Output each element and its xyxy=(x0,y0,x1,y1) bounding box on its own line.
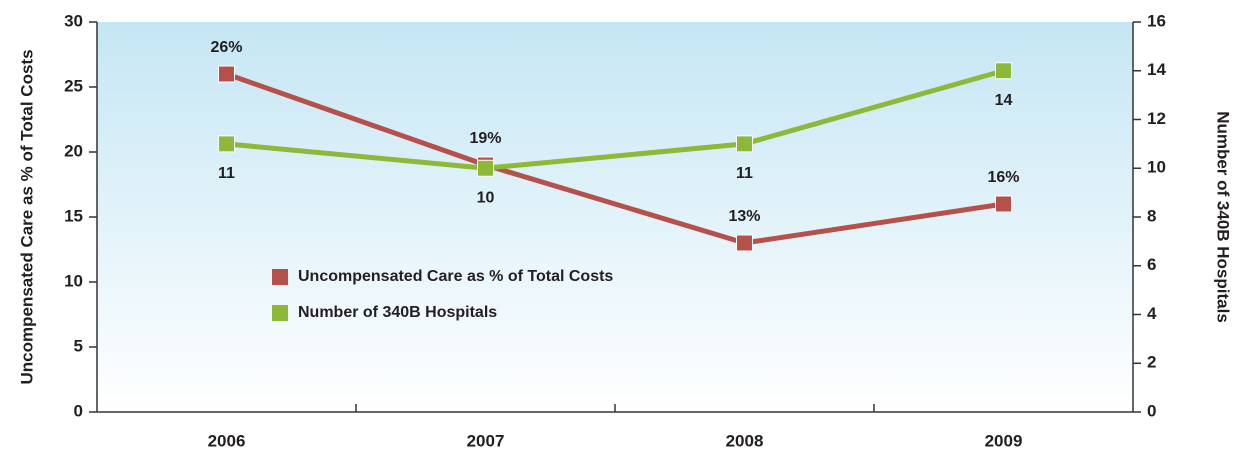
data-label: 11 xyxy=(218,165,235,182)
data-label: 13% xyxy=(728,208,760,225)
point-marker xyxy=(995,62,1012,80)
data-label: 16% xyxy=(987,169,1019,186)
x-tick-label: 2007 xyxy=(467,431,505,450)
x-tick-label: 2008 xyxy=(726,431,764,450)
y2-tick-label: 0 xyxy=(1147,401,1156,420)
legend-swatch xyxy=(272,305,288,321)
data-label: 10 xyxy=(477,189,495,206)
y-tick-label: 5 xyxy=(74,336,83,355)
series-line xyxy=(226,68,1005,171)
y-tick-label: 15 xyxy=(64,206,83,225)
data-label: 11 xyxy=(736,165,753,182)
point-marker xyxy=(218,65,235,83)
x-tick-label: 2009 xyxy=(985,431,1023,450)
y2-axis-title: Number of 340B Hospitals xyxy=(1214,111,1233,323)
y2-tick-label: 12 xyxy=(1147,109,1166,128)
y-axis-title: Uncompensated Care as % of Total Costs xyxy=(17,49,36,384)
x-tick-label: 2006 xyxy=(208,431,246,450)
point-marker xyxy=(736,135,753,153)
y-tick-label: 20 xyxy=(64,141,83,160)
legend-swatch xyxy=(272,269,288,285)
y-tick-label: 0 xyxy=(74,401,83,420)
point-marker xyxy=(995,195,1012,213)
y2-tick-label: 14 xyxy=(1147,60,1166,79)
y2-tick-label: 2 xyxy=(1147,353,1156,372)
point-marker xyxy=(477,159,494,177)
y2-tick-label: 6 xyxy=(1147,255,1156,274)
point-marker xyxy=(218,135,235,153)
series-line xyxy=(225,71,1004,246)
legend-label: Number of 340B Hospitals xyxy=(298,304,497,321)
data-label: 26% xyxy=(210,39,242,56)
y-tick-label: 25 xyxy=(64,76,83,95)
y2-tick-label: 10 xyxy=(1147,158,1166,177)
data-label: 14 xyxy=(995,92,1013,109)
y2-tick-label: 16 xyxy=(1147,11,1166,30)
y-tick-label: 30 xyxy=(64,11,83,30)
y2-tick-label: 4 xyxy=(1147,304,1157,323)
legend-label: Uncompensated Care as % of Total Costs xyxy=(298,268,613,285)
point-marker xyxy=(736,234,753,252)
y-tick-label: 10 xyxy=(64,271,83,290)
data-label: 19% xyxy=(469,130,501,147)
y2-tick-label: 8 xyxy=(1147,206,1156,225)
